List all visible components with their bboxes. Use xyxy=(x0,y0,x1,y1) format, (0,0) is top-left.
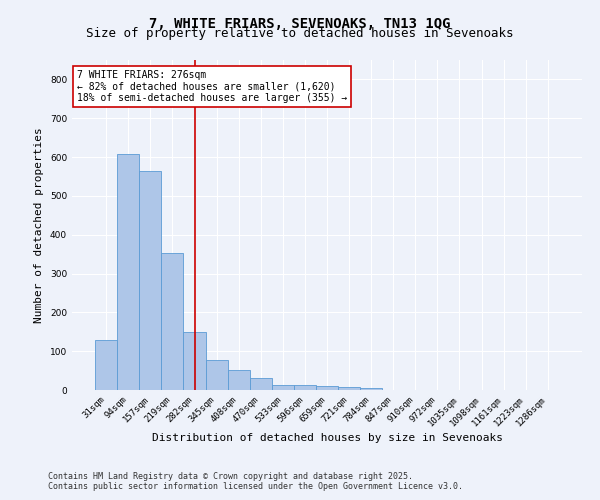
Bar xyxy=(250,378,272,390)
Text: Size of property relative to detached houses in Sevenoaks: Size of property relative to detached ho… xyxy=(86,28,514,40)
Bar xyxy=(360,388,382,390)
Bar xyxy=(139,170,161,390)
Bar xyxy=(316,386,338,390)
X-axis label: Distribution of detached houses by size in Sevenoaks: Distribution of detached houses by size … xyxy=(151,434,503,444)
Bar xyxy=(117,154,139,390)
Bar xyxy=(294,386,316,390)
Bar xyxy=(184,332,206,390)
Text: 7, WHITE FRIARS, SEVENOAKS, TN13 1QG: 7, WHITE FRIARS, SEVENOAKS, TN13 1QG xyxy=(149,18,451,32)
Bar xyxy=(95,340,117,390)
Text: Contains HM Land Registry data © Crown copyright and database right 2025.
Contai: Contains HM Land Registry data © Crown c… xyxy=(48,472,463,491)
Y-axis label: Number of detached properties: Number of detached properties xyxy=(34,127,44,323)
Bar xyxy=(206,360,227,390)
Bar xyxy=(227,370,250,390)
Text: 7 WHITE FRIARS: 276sqm
← 82% of detached houses are smaller (1,620)
18% of semi-: 7 WHITE FRIARS: 276sqm ← 82% of detached… xyxy=(77,70,347,103)
Bar xyxy=(161,253,184,390)
Bar xyxy=(272,384,294,390)
Bar xyxy=(338,388,360,390)
